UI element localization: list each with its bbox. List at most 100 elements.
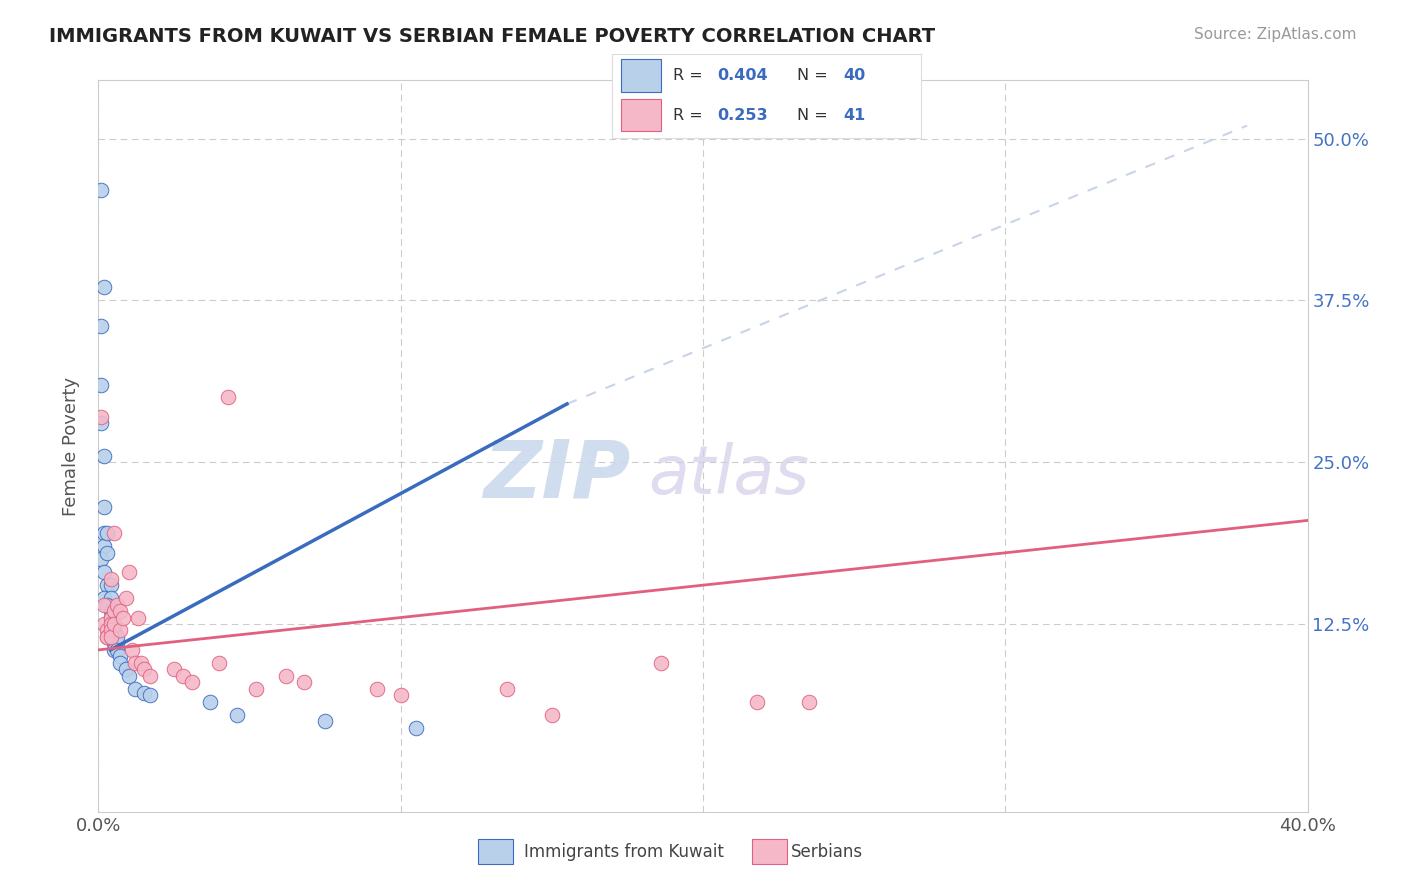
Point [103,526,125,541]
Point [93,566,115,580]
Point [103,604,125,618]
Point [93,500,115,515]
Point [105,636,128,650]
Point [105,630,128,644]
Point [105,643,128,657]
Point [797,695,820,709]
Text: R =: R = [673,108,709,123]
Text: 0.253: 0.253 [717,108,768,123]
Bar [621,99,661,131]
Point [405,721,427,735]
Point [96,546,118,560]
Point [132,662,155,676]
Text: R =: R = [673,68,709,83]
Point [127,610,149,624]
Point [181,675,204,690]
Point [108,656,131,670]
Point [93,449,115,463]
Point [93,617,115,632]
Point [139,669,162,683]
Point [650,656,672,670]
Point [163,662,186,676]
Point [366,681,388,696]
Point [90,183,112,197]
Bar [478,839,513,864]
Point [103,624,125,638]
Point [245,681,267,696]
Point [274,669,297,683]
Point [114,662,136,676]
Point [100,617,122,632]
Text: 41: 41 [844,108,866,123]
Point [100,630,122,644]
Point [118,566,141,580]
Point [96,630,118,644]
Point [172,669,194,683]
Point [200,695,222,709]
Point [100,591,122,606]
Point [93,526,115,541]
Point [111,610,134,624]
Point [292,675,315,690]
Point [103,617,125,632]
Point [108,604,131,618]
Point [90,409,112,424]
Point [747,695,769,709]
Point [114,591,136,606]
Text: IMMIGRANTS FROM KUWAIT VS SERBIAN FEMALE POVERTY CORRELATION CHART: IMMIGRANTS FROM KUWAIT VS SERBIAN FEMALE… [49,27,935,45]
Point [132,685,155,699]
Point [96,598,118,612]
Point [100,578,122,592]
Point [217,391,239,405]
Point [93,539,115,553]
Text: N =: N = [797,68,834,83]
Point [124,656,146,670]
Text: N =: N = [797,108,834,123]
Point [108,649,131,664]
Point [100,610,122,624]
Point [100,604,122,618]
Text: ZIP: ZIP [484,436,630,515]
Point [208,656,231,670]
Point [121,643,143,657]
Point [314,714,336,728]
Point [96,624,118,638]
Text: Immigrants from Kuwait: Immigrants from Kuwait [524,843,724,861]
Point [540,707,562,722]
Point [103,643,125,657]
Point [93,598,115,612]
Point [90,377,112,392]
Text: Serbians: Serbians [790,843,863,861]
Point [96,526,118,541]
Point [100,617,122,632]
Text: atlas: atlas [648,442,810,508]
Text: 0.404: 0.404 [717,68,768,83]
Text: Source: ZipAtlas.com: Source: ZipAtlas.com [1194,27,1357,42]
Point [100,610,122,624]
Point [93,280,115,294]
Point [100,630,122,644]
Point [100,572,122,586]
Point [139,688,162,702]
Point [90,319,112,334]
Point [124,681,146,696]
Point [129,656,152,670]
Bar [752,839,787,864]
Point [93,591,115,606]
Point [103,617,125,632]
Point [108,624,131,638]
Point [103,636,125,650]
Y-axis label: Female Poverty: Female Poverty [62,376,80,516]
Point [226,707,249,722]
Point [96,630,118,644]
Point [96,578,118,592]
Point [90,417,112,431]
Point [100,624,122,638]
Bar [621,60,661,92]
Point [389,688,412,702]
Point [90,552,112,566]
Text: 40: 40 [844,68,866,83]
Point [105,598,128,612]
Point [495,681,517,696]
Point [118,669,141,683]
